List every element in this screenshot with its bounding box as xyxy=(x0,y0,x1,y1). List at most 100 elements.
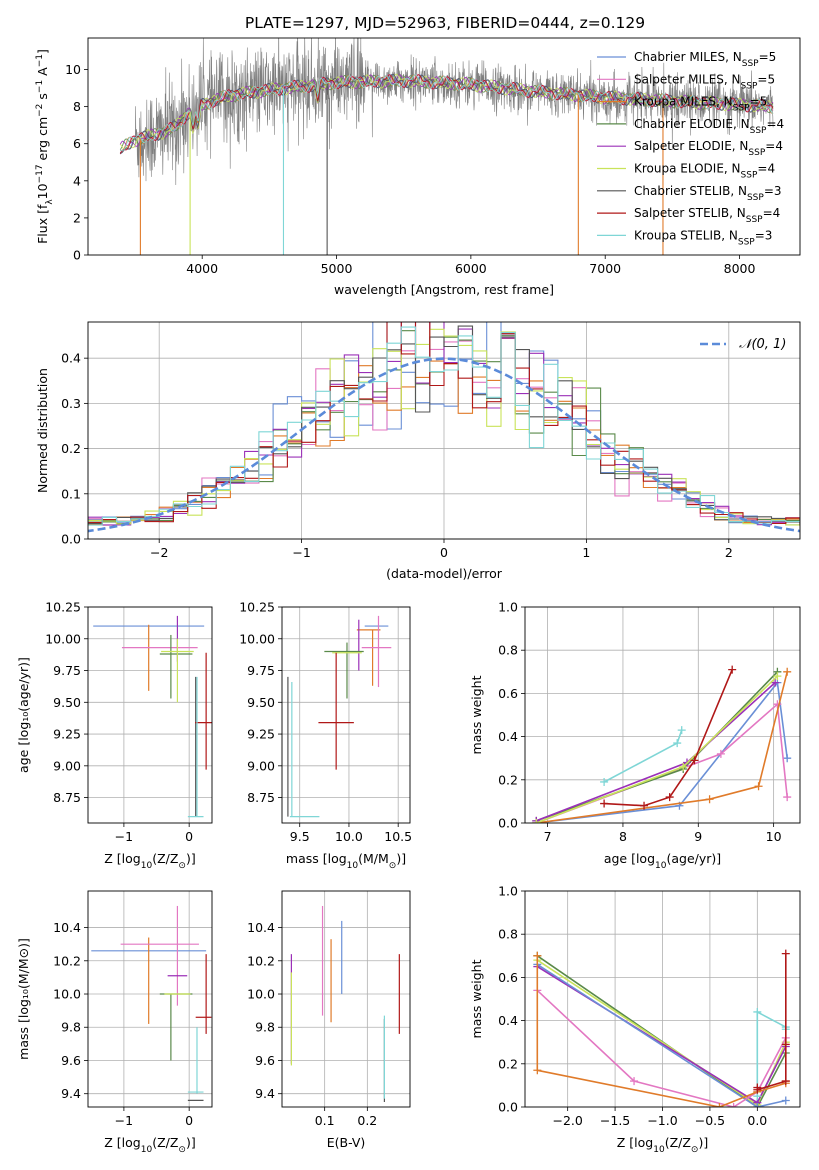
label-part: SSP xyxy=(750,126,767,136)
legend-label: Chabrier ELODIE, NSSP=4 xyxy=(634,117,784,136)
series-point xyxy=(533,951,542,960)
y-tick-label: 10.25 xyxy=(45,600,81,615)
y-tick-label: 8 xyxy=(73,99,81,114)
y-tick-label: 9.25 xyxy=(247,727,275,742)
y-tick-label: 8.75 xyxy=(247,790,275,805)
label-part: Chabrier MILES, N xyxy=(634,50,742,64)
x-tick-label: 1 xyxy=(582,545,590,560)
label-part: ⊙ xyxy=(389,861,397,871)
label-part: 10 xyxy=(35,183,50,199)
series-line xyxy=(536,671,778,822)
x-tick-label: 8 xyxy=(619,829,627,844)
label-part: (Z/Z xyxy=(665,1135,691,1150)
legend-label: Kroupa MILES, NSSP=5 xyxy=(634,95,767,114)
y-tick-label: 0.0 xyxy=(498,1100,518,1115)
y-tick-label: 9.6 xyxy=(61,1053,81,1068)
series-point xyxy=(533,1066,542,1075)
series-point xyxy=(690,756,699,765)
label-part: Salpeter ELODIE, N xyxy=(634,139,748,153)
label-part: Z [log xyxy=(617,1135,653,1150)
y-tick-label: 0.6 xyxy=(498,686,518,701)
label-part: Kroupa STELIB, N xyxy=(634,228,738,242)
label-part: −17 xyxy=(35,164,45,183)
plot-area xyxy=(532,665,792,823)
y-tick-label: 0.4 xyxy=(61,351,81,366)
x-axis-label: (data-model)/error xyxy=(386,566,503,581)
x-tick-label: 10.5 xyxy=(384,829,412,844)
legend-label: Chabrier MILES, NSSP=5 xyxy=(634,50,776,69)
label-part: Kroupa ELODIE, N xyxy=(634,162,741,176)
legend-label: Kroupa STELIB, NSSP=3 xyxy=(634,228,772,247)
axes-mass-vs-Z: −1 0 9.4 9.6 9.8 10.0 10.2 10.4 Z [log10(Z/Z⊙)] m… xyxy=(16,890,213,1155)
x-tick-label: −1 xyxy=(115,829,133,844)
axes-age-vs-Z: −1 0 8.75 9.00 9.25 9.50 9.75 10.00 10.25 Z [log1… xyxy=(16,600,213,871)
x-axis-label: Z [log10(Z/Z⊙)] xyxy=(617,1135,708,1155)
y-tick-label: 9.25 xyxy=(53,727,81,742)
x-tick-label: −1 xyxy=(292,545,310,560)
histogram-step-line xyxy=(88,326,800,526)
label-part: ] xyxy=(35,49,50,54)
label-part: =5 xyxy=(759,50,777,64)
y-tick-label: 0.1 xyxy=(61,486,81,501)
series-point xyxy=(665,793,674,802)
y-tick-label: 0.8 xyxy=(498,643,518,658)
plot-area xyxy=(119,38,774,255)
label-part: s xyxy=(35,93,50,104)
label-part: SSP xyxy=(733,104,750,114)
label-part: Kroupa MILES, N xyxy=(634,95,733,109)
y-axis-label: mass [log₁₀(M/M⊙)] xyxy=(16,938,31,1060)
label-part: )] xyxy=(186,1135,196,1150)
label-part: ⊙ xyxy=(178,861,186,871)
y-tick-label: 8.75 xyxy=(53,790,81,805)
label-part: SSP xyxy=(747,193,764,203)
series-line xyxy=(536,671,788,823)
x-tick-label: 2 xyxy=(725,545,733,560)
legend-label: Salpeter STELIB, NSSP=4 xyxy=(634,206,780,225)
y-tick-label: 10.00 xyxy=(45,631,81,646)
label-part: =4 xyxy=(757,162,775,176)
label-part: λ xyxy=(45,199,55,205)
series-line xyxy=(536,682,776,822)
label-part: =3 xyxy=(764,184,782,198)
x-axis-label: mass [log10(M/M⊙)] xyxy=(286,851,406,871)
x-tick-label: 5000 xyxy=(321,261,353,276)
x-tick-label: −0.5 xyxy=(695,1113,725,1128)
axes-mass-vs-EBV: 0.1 0.2 9.4 9.6 9.8 10.0 10.2 10.4 E(B-V) xyxy=(247,890,411,1150)
series-point xyxy=(781,1040,790,1049)
model-spectrum-line xyxy=(119,74,774,152)
label-part: Salpeter MILES, N xyxy=(634,72,741,86)
label-part: =4 xyxy=(763,206,781,220)
label-part: 10 xyxy=(653,1145,665,1155)
axes-frame xyxy=(87,37,801,256)
y-tick-label: 0.2 xyxy=(498,772,518,787)
series-point xyxy=(673,739,682,748)
label-part: SSP xyxy=(742,59,759,69)
x-tick-label: −1.5 xyxy=(600,1113,630,1128)
label-part: age [log xyxy=(604,851,655,866)
series-point xyxy=(781,1077,790,1086)
y-tick-label: 10.00 xyxy=(239,631,275,646)
label-part: )] xyxy=(186,851,196,866)
y-tick-label: 9.75 xyxy=(53,663,81,678)
series-point xyxy=(753,1085,762,1094)
y-tick-label: 0.4 xyxy=(498,729,518,744)
series-point xyxy=(600,777,609,786)
y-tick-label: 0.3 xyxy=(61,396,81,411)
label-part: Z [log xyxy=(104,851,140,866)
y-tick-label: 10.25 xyxy=(239,600,275,615)
y-tick-label: 9.50 xyxy=(53,695,81,710)
series-point xyxy=(532,819,541,823)
y-tick-label: 9.6 xyxy=(255,1053,275,1068)
y-tick-label: 9.8 xyxy=(255,1020,275,1035)
series-point xyxy=(728,665,737,674)
label-part: (Z/Z xyxy=(152,1135,178,1150)
x-tick-label: 0.2 xyxy=(357,1113,377,1128)
x-tick-label: 10 xyxy=(766,829,782,844)
legend-label: 𝒩(0, 1) xyxy=(739,337,786,352)
series-point xyxy=(783,667,792,676)
label-part: erg cm xyxy=(35,117,50,165)
y-tick-label: 1.0 xyxy=(498,600,518,615)
series-point xyxy=(754,782,763,791)
label-part: =5 xyxy=(757,72,775,86)
